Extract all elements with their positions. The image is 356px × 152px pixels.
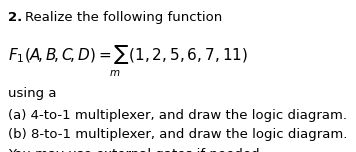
Text: You may use external gates if needed.: You may use external gates if needed. (8, 148, 263, 152)
Text: (a) 4-to-1 multiplexer, and draw the logic diagram.: (a) 4-to-1 multiplexer, and draw the log… (8, 109, 347, 123)
Text: using a: using a (8, 87, 56, 100)
Text: $\mathit{F}_1(\mathit{A}\!,\mathit{B}\!,\mathit{C}\!,\mathit{D}) = \sum(1, 2, 5,: $\mathit{F}_1(\mathit{A}\!,\mathit{B}\!,… (8, 43, 248, 66)
Text: Realize the following function: Realize the following function (25, 11, 222, 24)
Text: 2.: 2. (8, 11, 22, 24)
Text: (b) 8-to-1 multiplexer, and draw the logic diagram.: (b) 8-to-1 multiplexer, and draw the log… (8, 128, 347, 142)
Text: $m$: $m$ (109, 68, 120, 78)
